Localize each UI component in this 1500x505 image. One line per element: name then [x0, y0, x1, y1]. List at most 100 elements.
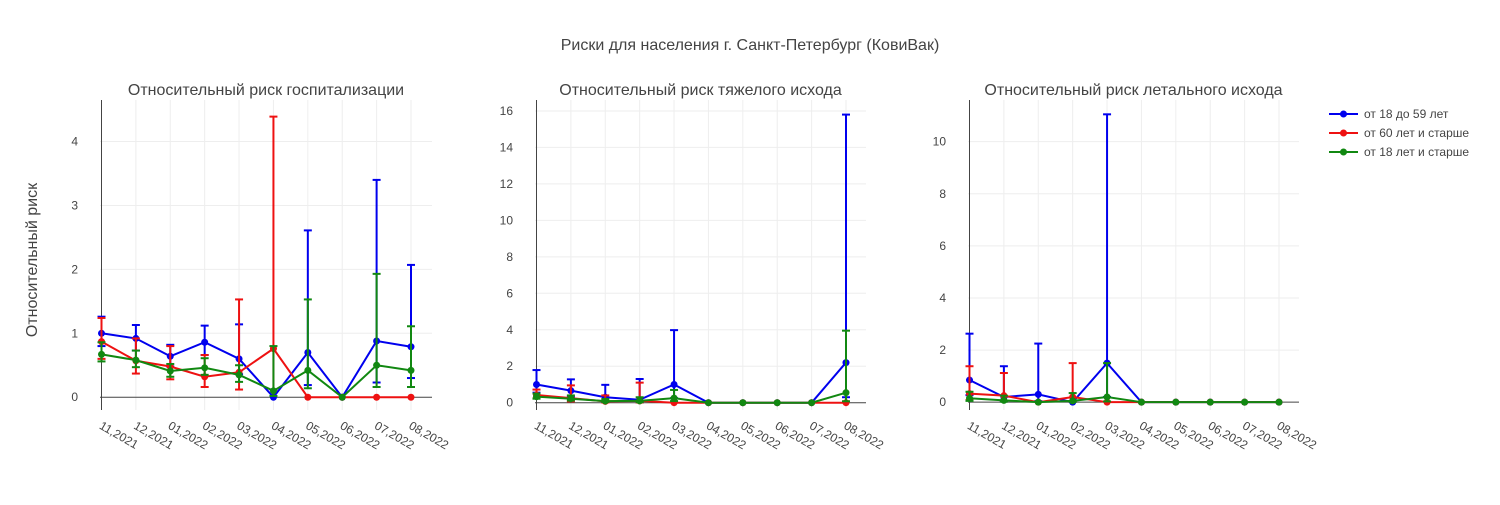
- y-tick-label: 10: [933, 135, 947, 149]
- chart-title: Риски для населения г. Санкт-Петербург (…: [561, 37, 940, 54]
- series-line: [969, 361, 1279, 404]
- data-point: [269, 387, 277, 395]
- series-from18to59: [532, 113, 850, 407]
- y-tick-label: 12: [500, 177, 514, 191]
- series-from18to59: [965, 113, 1283, 406]
- y-tick-label: 2: [506, 359, 513, 373]
- series-line: [101, 353, 412, 399]
- error-bar: [1103, 113, 1112, 398]
- y-tick-label: 6: [939, 239, 946, 253]
- data-point: [235, 371, 243, 379]
- data-point: [670, 380, 678, 388]
- legend-item-from60[interactable]: от 60 лет и старше: [1329, 126, 1469, 140]
- error-bar: [407, 325, 415, 388]
- y-tick-label: 8: [939, 187, 946, 201]
- panel-title: Относительный риск госпитализации: [128, 82, 404, 99]
- data-point: [304, 366, 312, 374]
- panel-1: 0123411,202112,202101,202202,202203,2022…: [71, 82, 451, 452]
- y-tick-label: 8: [506, 250, 513, 264]
- y-tick-label: 0: [506, 396, 513, 410]
- legend-label: от 18 лет и старше: [1364, 145, 1469, 159]
- series-from18: [965, 362, 1283, 406]
- series-line: [101, 332, 412, 399]
- data-point: [407, 393, 415, 401]
- series-line: [969, 395, 1279, 404]
- data-point: [966, 394, 973, 402]
- data-point: [808, 399, 816, 407]
- gridlines: [968, 100, 1299, 410]
- data-point: [407, 366, 415, 374]
- data-point: [842, 389, 850, 397]
- legend-item-from18to59[interactable]: от 18 до 59 лет: [1329, 107, 1449, 121]
- legend-label: от 18 до 59 лет: [1364, 107, 1449, 121]
- y-tick-label: 4: [939, 291, 946, 305]
- data-point: [1275, 398, 1283, 406]
- data-point: [132, 356, 140, 364]
- y-tick-label: 0: [71, 390, 78, 404]
- data-point: [98, 350, 105, 358]
- data-point: [533, 380, 540, 388]
- legend-marker: [1340, 110, 1347, 118]
- data-point: [773, 399, 781, 407]
- data-point: [1137, 398, 1145, 406]
- series-from18: [97, 272, 415, 401]
- data-point: [636, 397, 644, 405]
- data-point: [373, 361, 381, 369]
- y-tick-label: 6: [506, 286, 513, 300]
- y-tick-label: 0: [939, 395, 946, 409]
- x-tick-label: 08,2022: [842, 418, 887, 452]
- data-point: [1206, 398, 1214, 406]
- x-tick-label: 08,2022: [1275, 418, 1320, 452]
- y-tick-label: 16: [500, 104, 514, 118]
- data-point: [1034, 390, 1042, 398]
- data-point: [1034, 398, 1042, 406]
- y-tick-label: 4: [506, 323, 513, 337]
- error-bar: [303, 298, 312, 390]
- data-point: [1069, 397, 1077, 405]
- legend[interactable]: от 18 до 59 лет от 60 лет и старше от 18 л…: [1329, 107, 1469, 159]
- data-point: [670, 394, 678, 402]
- y-tick-label: 4: [71, 135, 78, 149]
- data-point: [704, 399, 712, 407]
- data-point: [567, 395, 575, 403]
- y-tick-label: 10: [500, 213, 514, 227]
- data-point: [601, 397, 609, 405]
- series-line: [101, 340, 411, 399]
- y-tick-label: 2: [71, 262, 78, 276]
- panel-3: 024681011,202112,202101,202202,202203,20…: [933, 82, 1320, 452]
- panel-title: Относительный риск летального исхода: [984, 82, 1282, 99]
- legend-marker: [1340, 148, 1347, 156]
- data-point: [1000, 396, 1008, 404]
- panel-2: 024681012141611,202112,202101,202202,202…: [500, 82, 887, 452]
- y-tick-label: 2: [939, 343, 946, 357]
- panel-title: Относительный риск тяжелого исхода: [559, 82, 842, 99]
- series-from18: [532, 329, 850, 407]
- series-from18to59: [97, 178, 415, 401]
- series-line: [536, 391, 847, 404]
- error-bar: [372, 272, 381, 388]
- data-point: [201, 338, 209, 346]
- y-tick-label: 1: [71, 326, 78, 340]
- data-point: [304, 393, 312, 401]
- legend-label: от 60 лет и старше: [1364, 126, 1469, 140]
- y-axis-title: Относительный риск: [24, 182, 41, 337]
- series-line: [536, 361, 847, 404]
- legend-marker: [1340, 129, 1347, 137]
- panels: 0123411,202112,202101,202202,202203,2022…: [71, 82, 1319, 452]
- data-point: [373, 393, 381, 401]
- data-point: [739, 399, 747, 407]
- y-tick-label: 14: [500, 140, 514, 154]
- data-point: [1172, 398, 1180, 406]
- data-point: [166, 367, 174, 375]
- data-point: [1241, 398, 1249, 406]
- data-point: [1103, 393, 1111, 401]
- data-point: [338, 393, 346, 401]
- legend-item-from18[interactable]: от 18 лет и старше: [1329, 145, 1469, 159]
- data-point: [533, 393, 540, 401]
- gridlines: [535, 100, 866, 410]
- x-tick-label: 08,2022: [407, 418, 452, 452]
- data-point: [201, 364, 209, 372]
- y-tick-label: 3: [71, 198, 78, 212]
